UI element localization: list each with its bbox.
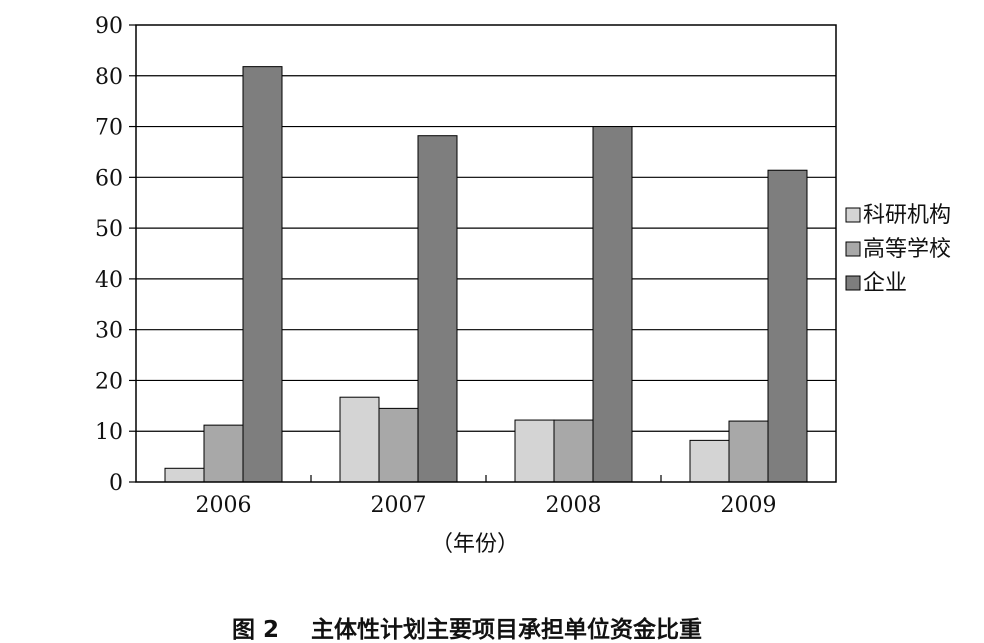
caption-text: 主体性计划主要项目承担单位资金比重 <box>311 616 702 643</box>
x-tick-label: 2007 <box>371 493 427 518</box>
bar-高等学校-2007 <box>378 407 419 483</box>
y-tick-label: 50 <box>95 217 123 242</box>
caption-number: 图 2 <box>232 617 279 643</box>
x-tick-label: 2006 <box>196 493 252 518</box>
bar-高等学校-2008 <box>553 419 594 483</box>
bar-高等学校-2006 <box>203 424 244 483</box>
bar-科研机构-2009 <box>689 439 730 483</box>
y-tick-label: 60 <box>95 166 123 191</box>
figure-caption: 图 2 主体性计划主要项目承担单位资金比重 <box>232 616 702 643</box>
bar-科研机构-2007 <box>339 396 380 483</box>
bar-企业-2006 <box>242 66 283 483</box>
y-tick-label: 90 <box>95 14 123 39</box>
y-axis-ticks: 0 10 20 30 40 50 60 70 80 90 <box>95 14 136 496</box>
x-tick-label: 2008 <box>546 493 602 518</box>
legend-label: 企业 <box>863 271 907 296</box>
legend-swatch <box>845 275 861 291</box>
bar-科研机构-2006 <box>164 467 205 483</box>
y-tick-label: 40 <box>95 268 123 293</box>
bar-企业-2007 <box>417 135 458 483</box>
legend-swatch <box>845 207 861 223</box>
grid-lines <box>136 75 836 432</box>
y-tick-label: 10 <box>95 420 123 445</box>
bar-企业-2009 <box>767 169 808 483</box>
x-axis-label: （年份） <box>431 532 519 557</box>
x-tick-label: 2009 <box>721 493 777 518</box>
y-tick-label: 30 <box>95 319 123 344</box>
bar-高等学校-2009 <box>728 420 769 483</box>
legend-label: 高等学校 <box>863 237 951 262</box>
y-tick-label: 80 <box>95 65 123 90</box>
y-tick-label: 0 <box>109 471 123 496</box>
legend-label: 科研机构 <box>863 203 951 228</box>
bars <box>164 66 808 483</box>
bar-企业-2008 <box>592 126 633 483</box>
bar-科研机构-2008 <box>514 419 555 483</box>
plot-frame <box>135 24 837 483</box>
legend-swatch <box>845 241 861 257</box>
y-tick-label: 20 <box>95 369 123 394</box>
y-tick-label: 70 <box>95 116 123 141</box>
x-axis-ticks: 2006 2007 2008 2009 <box>196 475 777 518</box>
